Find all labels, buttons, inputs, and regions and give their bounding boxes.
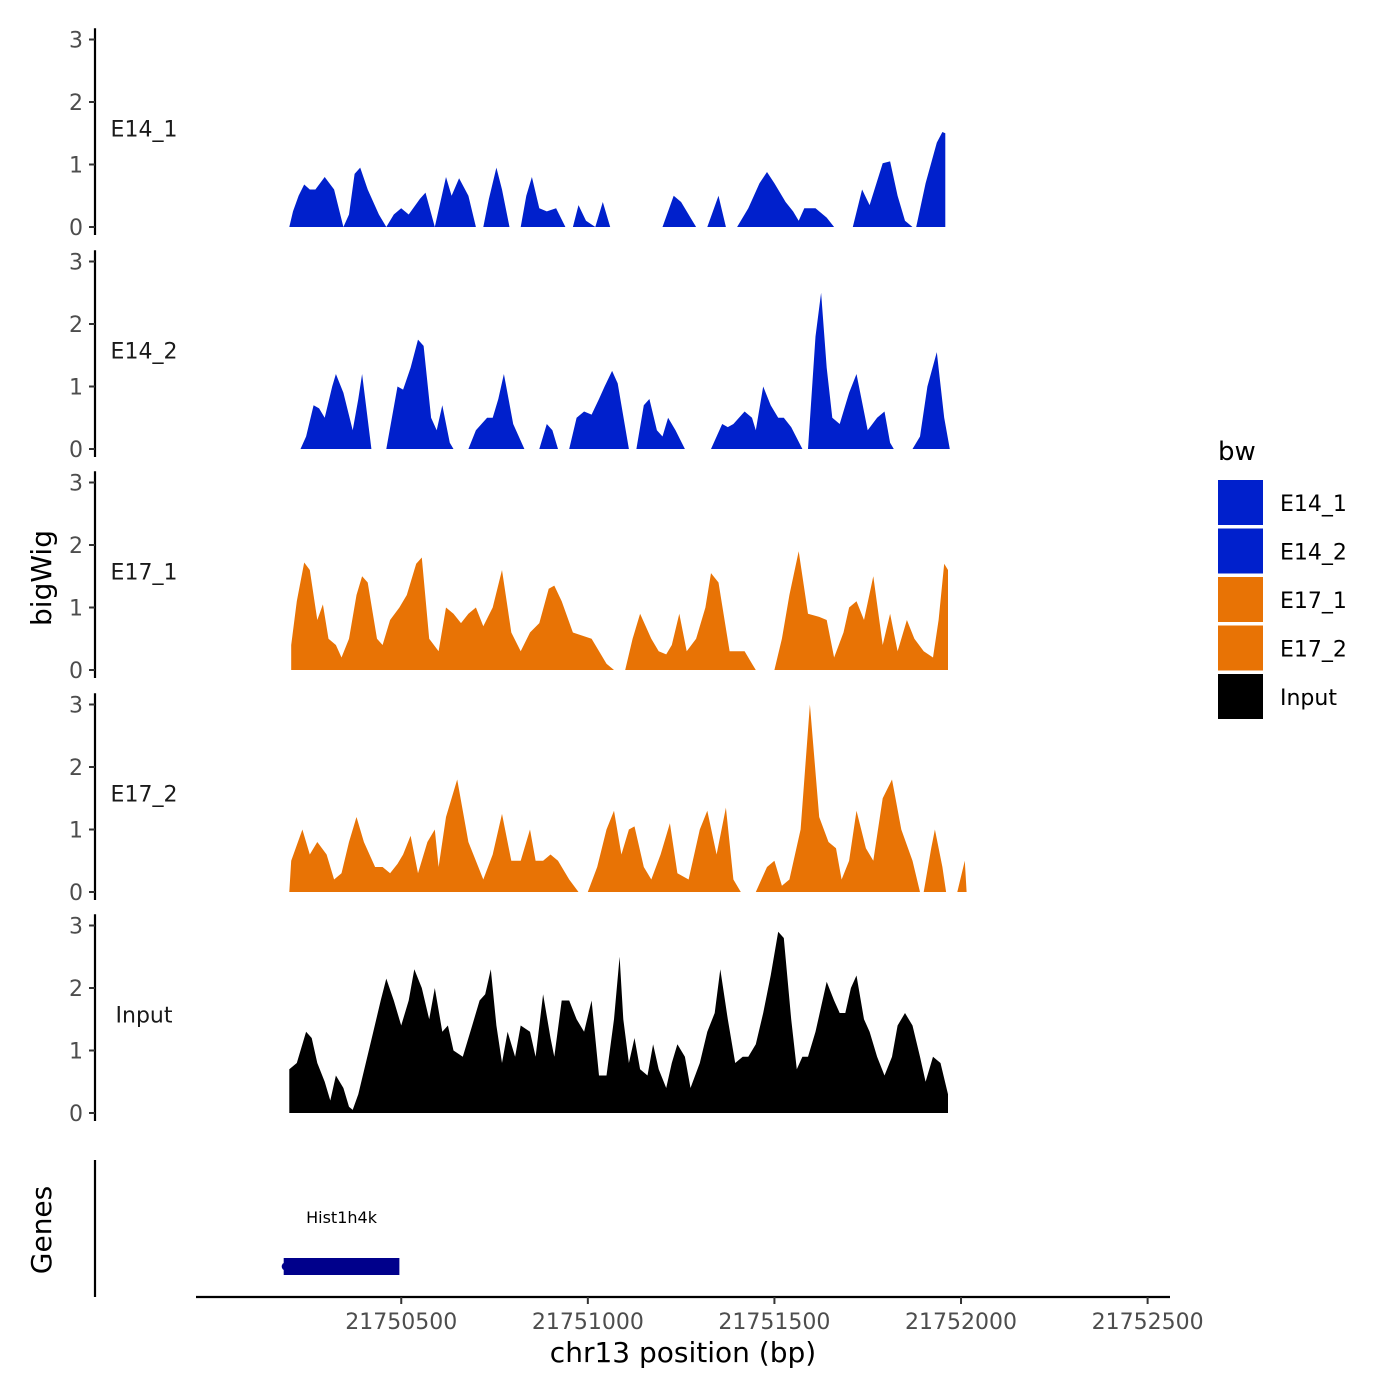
legend-label: Input	[1280, 686, 1337, 711]
legend-label: E17_1	[1280, 589, 1347, 614]
y-tick-label: 3	[69, 29, 83, 54]
track-E17_1: 0 1 2 3 E17_1	[69, 471, 948, 684]
legend-title: bw	[1218, 437, 1256, 467]
x-tick-label: 21751000	[532, 1310, 644, 1335]
legend-label: E14_1	[1280, 492, 1347, 517]
legend-swatch	[1218, 528, 1263, 574]
tracks-group: 0 1 2 3 E14_1 0 1 2 3 E14_2 0 1 2 3 E17_1 0 1 2 3 E17_2 0 1 2 3…	[69, 28, 967, 1127]
y-tick-label: 1	[69, 819, 83, 844]
x-tick-label: 21750500	[345, 1310, 457, 1335]
y-tick-label: 2	[69, 756, 83, 781]
x-tick-label: 21752500	[1092, 1310, 1204, 1335]
legend-swatch	[1218, 625, 1263, 671]
area-E14_2	[300, 292, 950, 449]
genes-track: Hist1h4k	[93, 1160, 400, 1297]
legend-label: E14_2	[1280, 541, 1347, 566]
track-label: E14_1	[111, 117, 178, 142]
genes-axis-title: Genes	[25, 1186, 58, 1274]
gene-label: Hist1h4k	[306, 1208, 378, 1227]
track-E14_2: 0 1 2 3 E14_2	[69, 250, 950, 463]
track-E14_1: 0 1 2 3 E14_1	[69, 28, 946, 241]
legend: bw E14_1 E14_2 E17_1 E17_2 Input	[1218, 437, 1347, 719]
track-Input: 0 1 2 3 Input	[69, 914, 948, 1127]
legend-label: E17_2	[1280, 638, 1347, 663]
y-tick-label: 0	[69, 216, 83, 241]
area-Input	[289, 931, 948, 1113]
y-tick-label: 2	[69, 313, 83, 338]
y-tick-label: 2	[69, 91, 83, 116]
y-tick-label: 1	[69, 597, 83, 622]
legend-swatch	[1218, 674, 1263, 719]
y-tick-label: 3	[69, 251, 83, 276]
y-tick-label: 0	[69, 438, 83, 463]
area-E14_1	[289, 132, 946, 227]
legend-swatch	[1218, 577, 1263, 622]
y-tick-label: 2	[69, 977, 83, 1002]
x-tick-label: 21751500	[718, 1310, 830, 1335]
x-axis: 21750500 21751000 21751500 21752000 21752500	[196, 1295, 1204, 1335]
x-tick-label: 21752000	[905, 1310, 1017, 1335]
gene-bar	[283, 1258, 400, 1275]
y-tick-label: 0	[69, 1102, 83, 1127]
track-label: Input	[116, 1003, 173, 1028]
track-E17_2: 0 1 2 3 E17_2	[69, 693, 967, 906]
area-E17_1	[291, 551, 948, 670]
legend-swatch	[1218, 480, 1263, 525]
y-tick-label: 1	[69, 1040, 83, 1065]
y-tick-label: 1	[69, 376, 83, 401]
track-label: E14_2	[111, 339, 178, 364]
y-tick-label: 3	[69, 472, 83, 497]
y-tick-label: 3	[69, 915, 83, 940]
y-axis-title: bigWig	[25, 530, 58, 626]
track-label: E17_2	[111, 782, 178, 807]
y-tick-label: 3	[69, 694, 83, 719]
y-tick-label: 0	[69, 659, 83, 684]
area-E17_2	[289, 704, 967, 892]
y-tick-label: 2	[69, 534, 83, 559]
gene-marker	[281, 1262, 290, 1271]
y-tick-label: 1	[69, 154, 83, 179]
x-axis-title: chr13 position (bp)	[550, 1336, 816, 1369]
y-tick-label: 0	[69, 881, 83, 906]
track-label: E17_1	[111, 560, 178, 585]
